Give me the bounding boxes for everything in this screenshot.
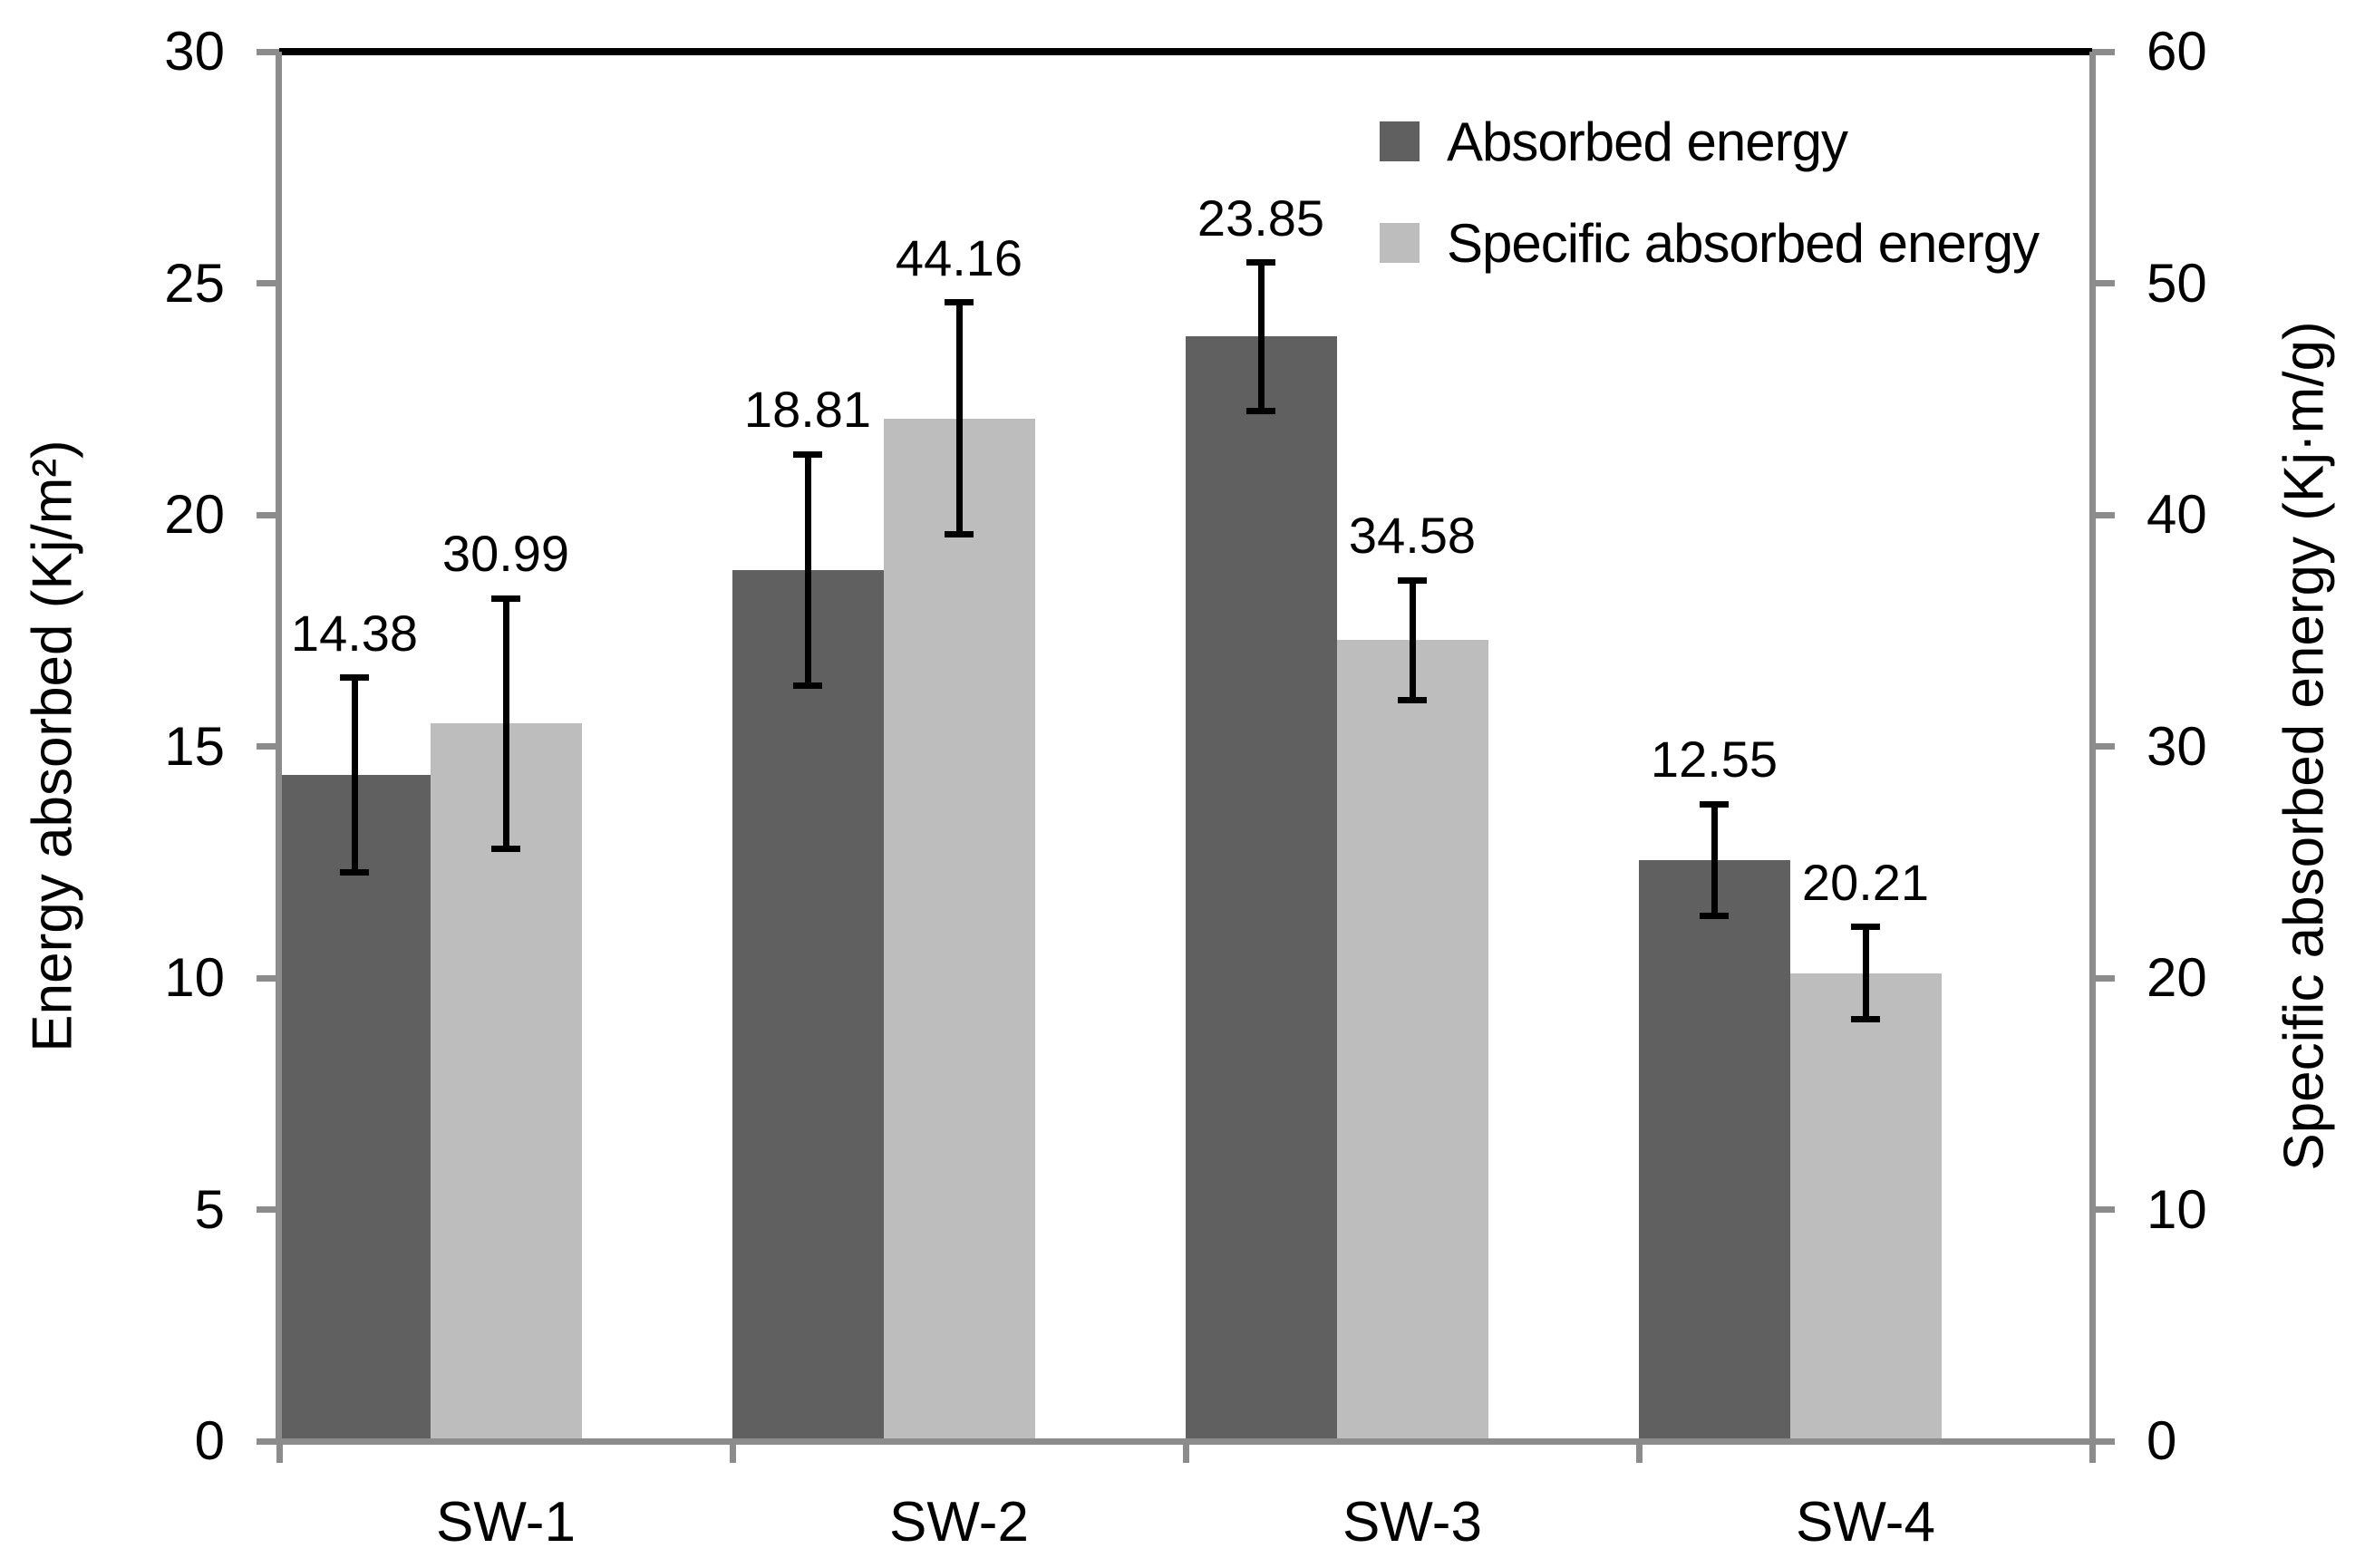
error-bar-cap-bottom-specific-absorbed-energy-sw-2 <box>945 531 974 537</box>
left-axis-tick-label-10: 10 <box>164 947 225 1008</box>
legend-item-absorbed-energy: Absorbed energy <box>1380 100 2039 183</box>
right-axis-tick-30 <box>2092 743 2115 750</box>
error-bar-line-specific-absorbed-energy-sw-2 <box>956 303 963 534</box>
bar-absorbed-energy-sw-3 <box>1186 336 1337 1441</box>
right-axis-tick-20 <box>2092 975 2115 982</box>
plot-top-border <box>279 48 2092 55</box>
left-axis-tick-label-25: 25 <box>164 253 225 314</box>
error-bar-line-absorbed-energy-sw-3 <box>1258 263 1265 411</box>
left-axis-tick-25 <box>257 280 279 286</box>
error-bar-cap-top-absorbed-energy-sw-3 <box>1246 259 1275 266</box>
left-axis-tick-15 <box>257 743 279 750</box>
error-bar-cap-bottom-absorbed-energy-sw-4 <box>1700 913 1729 919</box>
left-axis-tick-20 <box>257 512 279 518</box>
error-bar-cap-bottom-absorbed-energy-sw-2 <box>793 682 822 689</box>
error-bar-cap-top-specific-absorbed-energy-sw-4 <box>1851 924 1880 930</box>
x-axis-tick-4 <box>2089 1441 2096 1463</box>
legend-label-specific-absorbed-energy: Specific absorbed energy <box>1447 212 2040 274</box>
right-axis-tick-40 <box>2092 512 2115 518</box>
left-axis-tick-label-15: 15 <box>164 716 225 777</box>
left-axis-tick-10 <box>257 975 279 982</box>
error-bar-line-specific-absorbed-energy-sw-4 <box>1863 927 1869 1020</box>
data-label-specific-absorbed-energy-sw-1: 30.99 <box>441 525 570 582</box>
right-axis-tick-10 <box>2092 1206 2115 1213</box>
x-axis-label-sw-1: SW-1 <box>436 1491 576 1553</box>
right-axis-tick-60 <box>2092 49 2115 55</box>
bar-absorbed-energy-sw-4 <box>1639 860 1790 1441</box>
legend-item-specific-absorbed-energy: Specific absorbed energy <box>1380 201 2040 285</box>
left-axis-tick-label-20: 20 <box>164 484 225 545</box>
error-bar-cap-top-absorbed-energy-sw-4 <box>1700 801 1729 808</box>
left-axis-tick-label-0: 0 <box>194 1410 225 1471</box>
bar-absorbed-energy-sw-1 <box>279 775 431 1441</box>
error-bar-cap-top-absorbed-energy-sw-1 <box>340 674 369 681</box>
error-bar-cap-bottom-absorbed-energy-sw-3 <box>1246 408 1275 414</box>
right-axis-tick-label-10: 10 <box>2147 1179 2207 1240</box>
bar-absorbed-energy-sw-2 <box>732 570 884 1441</box>
data-label-absorbed-energy-sw-1: 14.38 <box>290 605 419 662</box>
legend: Absorbed energy Specific absorbed energy <box>1380 100 2040 285</box>
x-axis-tick-0 <box>276 1441 283 1463</box>
error-bar-cap-bottom-specific-absorbed-energy-sw-4 <box>1851 1016 1880 1022</box>
right-axis-tick-label-40: 40 <box>2147 484 2207 545</box>
bar-specific-absorbed-energy-sw-4 <box>1790 973 1942 1441</box>
left-axis-tick-0 <box>257 1438 279 1445</box>
error-bar-line-absorbed-energy-sw-1 <box>352 678 358 873</box>
right-axis-tick-label-30: 30 <box>2147 716 2207 777</box>
legend-marker-specific-absorbed-energy <box>1380 223 1420 263</box>
error-bar-cap-top-specific-absorbed-energy-sw-1 <box>491 595 520 602</box>
x-axis-label-sw-2: SW-2 <box>889 1491 1029 1553</box>
right-axis-tick-label-0: 0 <box>2147 1410 2177 1471</box>
x-axis-label-sw-4: SW-4 <box>1796 1491 1935 1553</box>
x-axis-label-sw-3: SW-3 <box>1342 1491 1482 1553</box>
error-bar-cap-top-absorbed-energy-sw-2 <box>793 451 822 458</box>
data-label-specific-absorbed-energy-sw-4: 20.21 <box>1801 854 1930 911</box>
left-axis-tick-label-30: 30 <box>164 21 225 82</box>
error-bar-cap-bottom-specific-absorbed-energy-sw-1 <box>491 846 520 852</box>
data-label-specific-absorbed-energy-sw-3: 34.58 <box>1348 507 1477 564</box>
left-axis-tick-30 <box>257 49 279 55</box>
right-axis-tick-50 <box>2092 280 2115 286</box>
error-bar-line-specific-absorbed-energy-sw-3 <box>1410 580 1416 701</box>
right-axis-tick-label-60: 60 <box>2147 21 2207 82</box>
error-bar-cap-bottom-specific-absorbed-energy-sw-3 <box>1398 697 1427 703</box>
x-axis-tick-3 <box>1636 1441 1643 1463</box>
error-bar-cap-bottom-absorbed-energy-sw-1 <box>340 869 369 876</box>
legend-marker-absorbed-energy <box>1380 121 1420 161</box>
right-axis-tick-label-20: 20 <box>2147 947 2207 1008</box>
x-axis-tick-1 <box>730 1441 736 1463</box>
bar-specific-absorbed-energy-sw-2 <box>884 419 1035 1441</box>
data-label-absorbed-energy-sw-4: 12.55 <box>1650 731 1778 788</box>
error-bar-line-specific-absorbed-energy-sw-1 <box>503 598 509 848</box>
data-label-absorbed-energy-sw-3: 23.85 <box>1197 189 1325 247</box>
left-axis-tick-label-5: 5 <box>194 1179 225 1240</box>
error-bar-line-absorbed-energy-sw-2 <box>805 454 811 685</box>
error-bar-cap-top-specific-absorbed-energy-sw-3 <box>1398 577 1427 584</box>
data-label-specific-absorbed-energy-sw-2: 44.16 <box>895 229 1023 286</box>
data-label-absorbed-energy-sw-2: 18.81 <box>743 381 872 438</box>
error-bar-line-absorbed-energy-sw-4 <box>1711 804 1718 915</box>
right-axis-tick-0 <box>2092 1438 2115 1445</box>
left-axis-tick-5 <box>257 1206 279 1213</box>
legend-label-absorbed-energy: Absorbed energy <box>1447 111 1848 172</box>
right-axis-title: Specific absorbed energy (Kj·m/g) <box>2273 321 2336 1171</box>
bar-specific-absorbed-energy-sw-3 <box>1337 640 1488 1441</box>
right-axis-tick-label-50: 50 <box>2147 253 2207 314</box>
x-axis-tick-2 <box>1183 1441 1189 1463</box>
error-bar-cap-top-specific-absorbed-energy-sw-2 <box>945 299 974 305</box>
